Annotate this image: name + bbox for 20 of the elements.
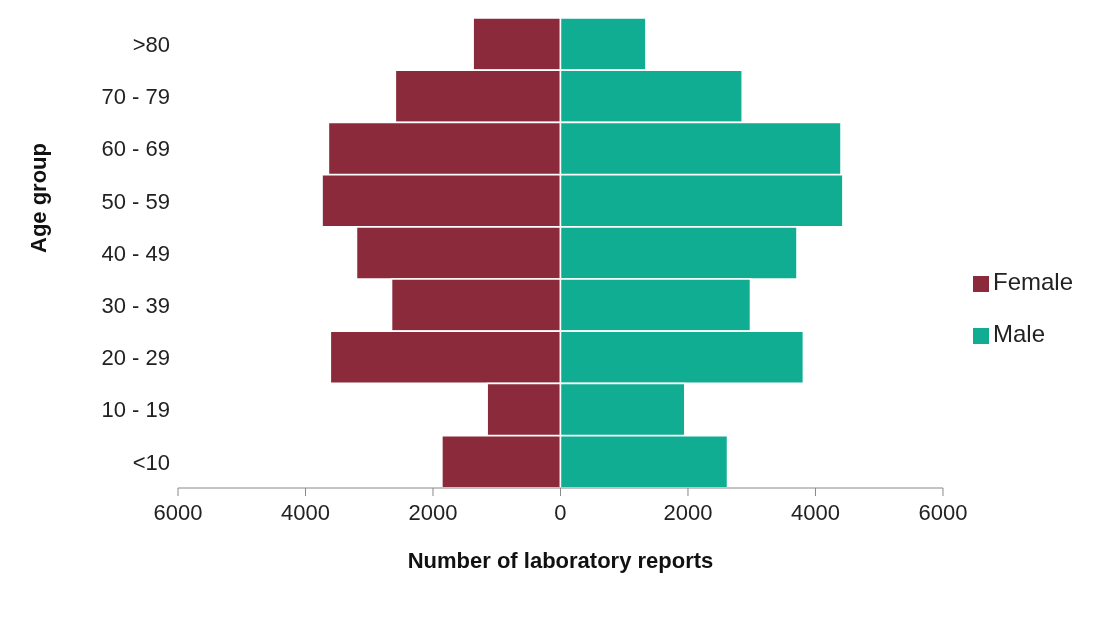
y-tick-label: >80 — [132, 31, 170, 57]
x-tick-label: 4000 — [281, 499, 330, 525]
y-tick-label: 20 - 29 — [101, 345, 170, 371]
y-tick-label: <10 — [132, 449, 170, 475]
y-tick-label: 60 - 69 — [101, 136, 170, 162]
x-tick-label: 2000 — [408, 499, 458, 525]
y-tick-label: 10 - 19 — [101, 397, 170, 423]
y-axis-title: Age group — [25, 143, 51, 253]
x-tick-label: 2000 — [663, 499, 713, 525]
y-tick-label: 70 - 79 — [101, 84, 170, 110]
x-tick-label: 4000 — [791, 499, 840, 525]
legend-label: Male — [992, 320, 1045, 347]
x-tick-label: 6000 — [918, 499, 968, 525]
y-tick-label: 40 - 49 — [101, 240, 170, 266]
y-tick-label: 50 - 59 — [101, 188, 170, 214]
y-tick-label: 30 - 39 — [101, 293, 170, 319]
x-tick-label: 6000 — [153, 499, 203, 525]
x-axis-title: Number of laboratory reports — [407, 548, 714, 573]
legend-label: Female — [992, 268, 1073, 295]
x-tick-label: 0 — [554, 499, 567, 525]
